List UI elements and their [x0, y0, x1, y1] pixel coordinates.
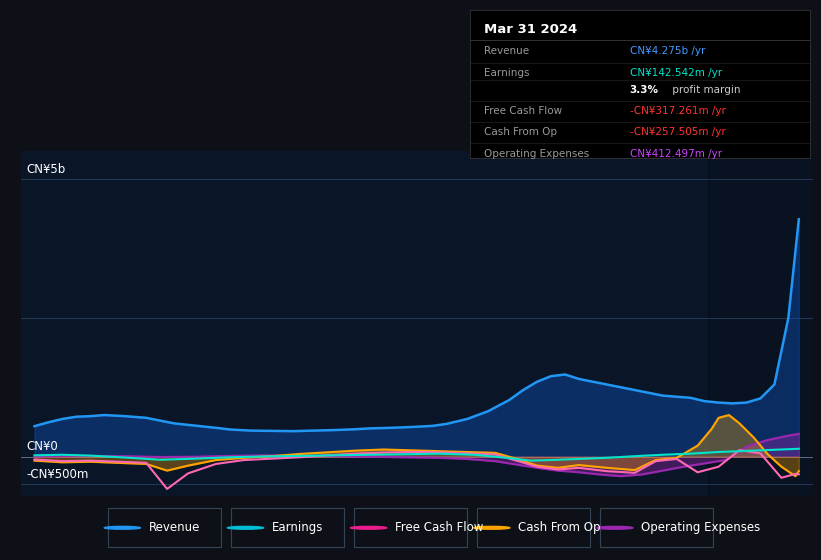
- Bar: [708, 151, 813, 496]
- Text: -CN¥257.505m /yr: -CN¥257.505m /yr: [630, 127, 726, 137]
- Circle shape: [351, 526, 387, 529]
- Text: Operating Expenses: Operating Expenses: [484, 148, 589, 158]
- Text: Cash From Op: Cash From Op: [518, 521, 600, 534]
- Text: Revenue: Revenue: [149, 521, 200, 534]
- Text: -CN¥317.261m /yr: -CN¥317.261m /yr: [630, 106, 726, 116]
- Text: -CN¥500m: -CN¥500m: [27, 468, 89, 481]
- Text: Cash From Op: Cash From Op: [484, 127, 557, 137]
- FancyBboxPatch shape: [108, 508, 221, 547]
- Circle shape: [104, 526, 140, 529]
- FancyBboxPatch shape: [600, 508, 713, 547]
- Text: CN¥4.275b /yr: CN¥4.275b /yr: [630, 46, 705, 55]
- Text: Earnings: Earnings: [484, 68, 529, 78]
- FancyBboxPatch shape: [231, 508, 344, 547]
- Text: Revenue: Revenue: [484, 46, 529, 55]
- Circle shape: [597, 526, 633, 529]
- Text: Free Cash Flow: Free Cash Flow: [395, 521, 484, 534]
- Text: CN¥0: CN¥0: [27, 440, 58, 453]
- Text: Free Cash Flow: Free Cash Flow: [484, 106, 562, 116]
- Text: CN¥412.497m /yr: CN¥412.497m /yr: [630, 148, 722, 158]
- Text: 3.3%: 3.3%: [630, 85, 658, 95]
- Text: Mar 31 2024: Mar 31 2024: [484, 24, 577, 36]
- Circle shape: [227, 526, 264, 529]
- Circle shape: [474, 526, 510, 529]
- Text: CN¥5b: CN¥5b: [27, 162, 67, 175]
- Text: CN¥142.542m /yr: CN¥142.542m /yr: [630, 68, 722, 78]
- FancyBboxPatch shape: [477, 508, 590, 547]
- Text: profit margin: profit margin: [669, 85, 741, 95]
- Text: Earnings: Earnings: [272, 521, 323, 534]
- FancyBboxPatch shape: [354, 508, 467, 547]
- Text: Operating Expenses: Operating Expenses: [641, 521, 760, 534]
